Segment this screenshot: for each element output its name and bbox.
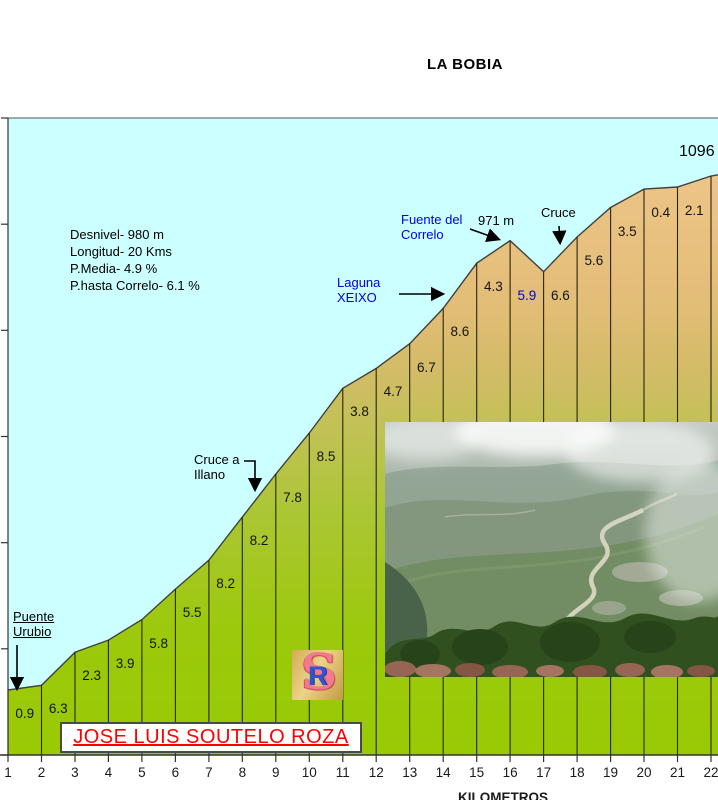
stat-pcorrelo: P.hasta Correlo- 6.1 %	[70, 278, 200, 293]
cruce-illano-arrow	[244, 460, 263, 493]
x-axis-label: 9	[272, 765, 280, 780]
x-axis-label: 2	[37, 765, 46, 780]
x-axis-label: 18	[569, 765, 585, 780]
y-axis-ticks	[1, 117, 8, 756]
x-axis-label: 20	[636, 765, 652, 780]
chart-title: LA BOBIA	[427, 56, 503, 73]
gradient-label: 6.7	[417, 359, 436, 375]
stat-pmedia: P.Media- 4.9 %	[70, 261, 158, 276]
flowering-shrubs	[385, 661, 715, 677]
x-axis-label: 3	[71, 765, 79, 780]
x-axis-label: 10	[301, 765, 317, 780]
x-axis-label: 12	[368, 765, 384, 780]
annotation-cruce: Cruce	[541, 205, 576, 220]
sr-monogram-logo: S R	[292, 650, 343, 700]
gradient-label: 4.3	[484, 279, 503, 295]
x-axis-ticks	[7, 755, 712, 762]
annotation-cruce-illano: Cruce a Illano	[194, 452, 240, 482]
x-axis-label: 22	[703, 765, 718, 780]
gradient-label: 0.9	[15, 706, 35, 721]
stat-longitud: Longitud- 20 Kms	[70, 244, 172, 259]
gradient-label: 2.3	[82, 668, 102, 684]
x-axis-title: KILOMETROS	[458, 790, 548, 800]
gradient-label: 0.4	[651, 205, 671, 221]
gradient-label: 8.2	[216, 576, 235, 592]
gradient-label: 3.8	[350, 404, 369, 420]
x-axis-label: 11	[335, 765, 350, 780]
x-axis-label: 4	[104, 765, 113, 780]
x-axis-label: 1	[4, 765, 12, 780]
x-axis-label: 6	[171, 765, 180, 780]
x-axis-label: 13	[402, 765, 418, 780]
logo-letter-r: R	[308, 661, 328, 691]
annotation-arrows	[9, 225, 567, 692]
climb-stats-block: Desnivel- 980 m Longitud- 20 Kms P.Media…	[70, 226, 200, 294]
gradient-label: 7.8	[283, 489, 302, 505]
mountain-photo-inset	[385, 422, 718, 677]
gradient-label: 2.1	[684, 203, 704, 219]
fog-patches	[385, 422, 718, 602]
gradient-label: 5.5	[182, 605, 202, 621]
annotation-puente-urubio: Puente Urubio	[13, 609, 55, 639]
gradient-label: 3.5	[617, 223, 637, 239]
gradient-label: 5.6	[584, 252, 604, 268]
annotation-971m: 971 m	[478, 213, 515, 228]
stat-desnivel: Desnivel- 980 m	[70, 227, 164, 242]
cruce-arrow	[552, 225, 567, 246]
gradient-label: 6.3	[48, 701, 68, 717]
gradient-label: 3.9	[115, 656, 135, 672]
gradient-label: 8.6	[450, 324, 470, 340]
x-axis-label: 19	[603, 765, 619, 780]
rider-name-box: JOSE LUIS SOUTELO ROZA	[60, 722, 362, 753]
summit-elevation-label: 1096	[679, 143, 715, 160]
gradient-label: 8.5	[316, 449, 336, 464]
gradient-label: 5.9	[517, 287, 537, 303]
annotation-fuente-correlo: Fuente del Correlo	[401, 212, 463, 242]
x-axis-label: 5	[138, 765, 146, 780]
x-axis-label: 14	[435, 765, 451, 780]
x-axis-label: 16	[502, 765, 518, 780]
x-axis-label: 15	[469, 765, 485, 780]
rider-name: JOSE LUIS SOUTELO ROZA	[73, 726, 349, 748]
x-axis-label: 8	[238, 765, 247, 780]
annotation-laguna-xeixo: Laguna XEIXO	[337, 275, 381, 305]
x-axis-label: 7	[205, 765, 213, 780]
x-axis-label: 21	[670, 765, 686, 780]
gradient-label: 5.8	[149, 635, 169, 651]
logo-letter-s: S	[301, 650, 338, 700]
x-axis-label: 17	[536, 765, 552, 780]
gradient-label: 6.6	[550, 287, 570, 303]
gradient-label: 8.2	[249, 533, 269, 549]
gradient-label: 4.7	[383, 384, 403, 400]
winding-road	[565, 508, 645, 622]
altitude-971-arrow	[469, 228, 502, 243]
